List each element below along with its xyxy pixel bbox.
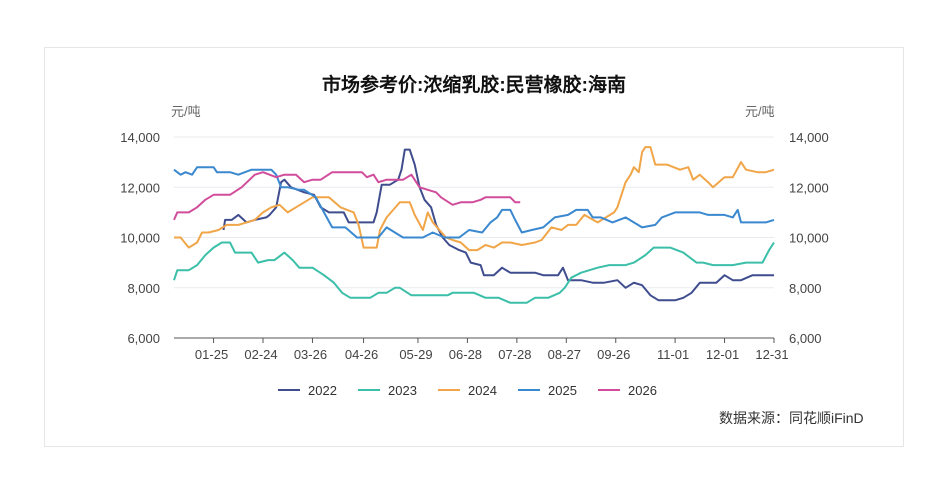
x-tick-label: 02-24 — [244, 347, 277, 362]
legend-label-2024: 2024 — [468, 383, 497, 398]
legend-label-2026: 2026 — [628, 383, 657, 398]
series-line-2026 — [173, 171, 521, 221]
x-tick-label: 01-25 — [195, 347, 228, 362]
x-tick-label: 06-28 — [449, 347, 482, 362]
series-line-2024 — [174, 146, 775, 252]
y-axis-right: 6,000 8,000 10,000 12,000 14,000 — [789, 130, 829, 346]
series-lines — [173, 146, 775, 304]
y-tick-label-right: 12,000 — [789, 180, 829, 195]
right-axis-unit: 元/吨 — [745, 104, 775, 119]
y-tick-label-right: 14,000 — [789, 130, 829, 145]
x-tick-label: 07-28 — [498, 347, 531, 362]
y-tick-label-left: 12,000 — [120, 180, 160, 195]
y-tick-label-left: 14,000 — [120, 130, 160, 145]
chart-card: 市场参考价:浓缩乳胶:民营橡胶:海南 元/吨 元/吨 6,000 8,000 10,… — [44, 47, 904, 447]
legend-label-2022: 2022 — [308, 383, 337, 398]
series-line-2025 — [173, 166, 775, 239]
left-axis-unit: 元/吨 — [171, 104, 201, 119]
x-tick-label: 11-01 — [657, 347, 689, 362]
y-tick-label-left: 10,000 — [120, 231, 160, 246]
legend-label-2023: 2023 — [388, 383, 417, 398]
legend-label-2025: 2025 — [548, 383, 577, 398]
y-tick-label-left: 6,000 — [127, 331, 160, 346]
x-tick-label: 03-26 — [294, 347, 327, 362]
x-tick-label: 12-01 — [706, 347, 739, 362]
y-axis-left: 6,000 8,000 10,000 12,000 14,000 — [120, 130, 160, 346]
line-chart: 6,000 8,000 10,000 12,000 14,000 6,000 8,000 1… — [120, 130, 829, 398]
x-tick-label: 08-27 — [548, 347, 581, 362]
x-tick-label: 05-29 — [399, 347, 432, 362]
y-tick-label-right: 6,000 — [789, 331, 822, 346]
data-source: 数据来源：同花顺iFinD — [719, 410, 864, 426]
chart-title: 市场参考价:浓缩乳胶:民营橡胶:海南 — [322, 75, 626, 96]
grid-lines — [174, 136, 774, 289]
series-line-2023 — [173, 241, 775, 304]
y-tick-label-right: 8,000 — [789, 281, 822, 296]
series-line-2022 — [222, 148, 774, 302]
x-axis: 01-25 02-24 03-26 04-26 05-29 06-28 07-28 08-27… — [174, 337, 789, 362]
x-tick-label: 04-26 — [345, 347, 378, 362]
x-tick-label: 12-31 — [755, 347, 788, 362]
y-tick-label-right: 10,000 — [789, 231, 829, 246]
y-tick-label-left: 8,000 — [127, 281, 160, 296]
x-tick-label: 09-26 — [597, 347, 630, 362]
legend: 2022 2023 2024 2025 2026 — [278, 383, 657, 398]
